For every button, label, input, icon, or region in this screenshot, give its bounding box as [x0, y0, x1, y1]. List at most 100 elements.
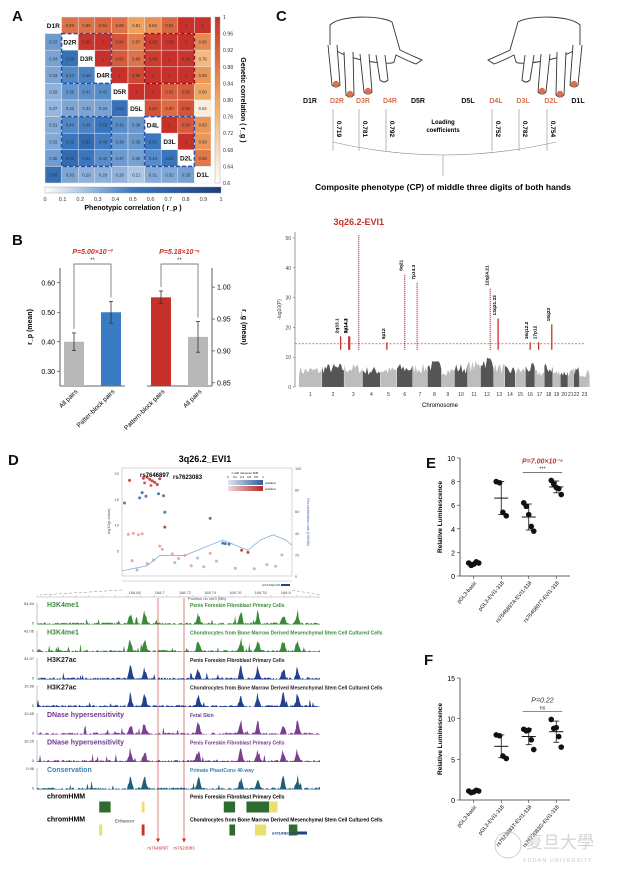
digit-label: D5L — [461, 98, 475, 105]
panel-label-f: F — [424, 652, 434, 669]
y-tick-label: 0.60 — [41, 280, 55, 287]
loading-coefficient: 0.752 — [494, 121, 501, 138]
colorbar-tick: 0 — [43, 197, 46, 203]
heatmap-cell-value: 0.29 — [99, 173, 108, 178]
data-point — [523, 503, 530, 510]
legend-tick: 1 — [262, 475, 264, 479]
x-tick-label: 8 — [433, 392, 436, 398]
track-name: H3K4me1 — [47, 602, 79, 609]
x-tick-label: 168.8 — [281, 590, 292, 595]
x-tick-label: 2 — [332, 392, 335, 398]
colorbar-tick: 0.68 — [223, 148, 233, 154]
snp-point — [135, 568, 139, 572]
locus-label: 3p14.1 — [344, 318, 350, 333]
heatmap-cell-value: 0.42 — [116, 123, 125, 128]
block-outline — [143, 32, 196, 85]
finger-outline — [521, 54, 535, 83]
track: 54.54 0 H3K4me1 Penis Foreskin Fibroblast P… — [24, 601, 320, 626]
x-tick-label: 168.76 — [229, 590, 242, 595]
snp-point — [163, 510, 167, 514]
x-tick-label: 17 — [537, 392, 543, 398]
chromosome-points — [362, 366, 381, 387]
heatmap-cell-value: 0.93 — [182, 123, 191, 128]
legend-bar — [228, 480, 263, 485]
x-axis-label: Position on chr3 (Mb) — [188, 596, 227, 601]
snp-arrow-icon — [182, 838, 186, 843]
legend-row-label: unlinked — [265, 481, 276, 485]
heatmap-diagonal-label: D3R — [80, 56, 93, 63]
track-name: H3K27ac — [47, 685, 77, 692]
snp-point — [202, 565, 206, 569]
loading-coefficient: 0.782 — [521, 121, 528, 138]
heatmap-cell-value: 1 — [102, 40, 105, 45]
chromosome-points — [412, 363, 428, 387]
track: 16.25 0 DNase hypersensitivity Penis Foresk… — [24, 739, 320, 763]
gene-body — [297, 831, 307, 835]
heatmap-cell-value: 0.32 — [49, 139, 58, 144]
x-tick-label: All pairs — [58, 388, 80, 410]
heatmap-cell-value: 0.51 — [149, 139, 158, 144]
y-axis-label: -log10(P) — [277, 299, 283, 320]
genetic-colorbar — [214, 16, 221, 184]
zoom-guide — [291, 589, 321, 596]
x-tick-label: 18 — [546, 392, 552, 398]
snp-point — [280, 553, 284, 557]
colorbar-tick: 0.76 — [223, 115, 233, 121]
heatmap-panel-a: D1R 0.89 0.89 0.91 0.89 0.81 0.84 0.91 1 10.37 D2R… — [43, 15, 246, 212]
snp-point — [123, 501, 127, 505]
track-min-label: 0 — [32, 621, 35, 626]
heatmap-cell-value: 1 — [102, 56, 105, 61]
snp-point — [151, 558, 155, 562]
heatmap-cell-value: 0.58 — [49, 173, 58, 178]
bar — [64, 341, 84, 386]
panel-label-c: C — [276, 8, 287, 25]
snp-point — [214, 559, 218, 563]
y-tick-label: 10 — [447, 717, 455, 724]
x-tick-label: 1 — [309, 392, 312, 398]
heatmap-cell-value: 1 — [185, 139, 188, 144]
data-point — [558, 744, 565, 750]
track-max-label: 16.25 — [24, 739, 35, 744]
snp-point — [223, 542, 227, 546]
chromhmm-state — [141, 801, 145, 813]
legend-title: r² with reference SNP — [232, 471, 259, 475]
heatmap-diagonal-label: D1R — [47, 23, 60, 30]
legend-tick: 0.8 — [254, 475, 258, 479]
manhattan-title: 3q26.2-EVI1 — [334, 217, 385, 227]
heatmap-cell-value: 0.99 — [82, 40, 91, 45]
chromhmm-track: chromHMM Penis Foreskin Fibroblast Primar… — [47, 794, 285, 813]
composite-caption: Composite phenotype (CP) of middle three… — [315, 182, 571, 192]
x-tick-label: 9 — [447, 392, 450, 398]
y-tick-label: 0.50 — [41, 310, 55, 317]
heatmap-diagonal-label: D4L — [147, 122, 159, 129]
snp-point — [145, 475, 149, 479]
y2-tick-label: 60 — [295, 510, 299, 514]
track-name: H3K27ac — [47, 657, 77, 664]
heatmap-cell-value: 1 — [152, 73, 155, 78]
snp-point — [196, 556, 200, 560]
y-tick-label: 0 — [288, 385, 291, 391]
chromosome-points — [322, 363, 344, 387]
heatmap-cell-value: 0.53 — [165, 156, 174, 161]
colorbar-tick: 0.5 — [129, 197, 137, 203]
data-point — [503, 513, 510, 519]
loading-coefficient: 0.719 — [335, 121, 342, 138]
chromosome-points — [396, 363, 413, 387]
y-tick-label: 50 — [285, 236, 291, 242]
heatmap-cell-value: 0.33 — [66, 106, 75, 111]
panel-label-d: D — [8, 452, 19, 469]
heatmap-cell-value: 0.31 — [49, 123, 58, 128]
data-point — [558, 491, 565, 498]
y-tick-label: 0.95 — [217, 317, 231, 324]
loading-label: Loading — [431, 120, 455, 126]
x-tick-label: 19 — [554, 392, 560, 398]
heatmap-cell-value: 0.83 — [199, 139, 208, 144]
heatmap-cell-value: 1 — [168, 123, 171, 128]
digit-label: D2R — [330, 98, 344, 105]
y-tick-label: 1.00 — [217, 285, 231, 292]
heatmap-cell-value: 0.41 — [82, 90, 91, 95]
digit-label: D2L — [544, 98, 558, 105]
significance-bracket — [160, 263, 199, 318]
snp-point — [227, 542, 231, 546]
